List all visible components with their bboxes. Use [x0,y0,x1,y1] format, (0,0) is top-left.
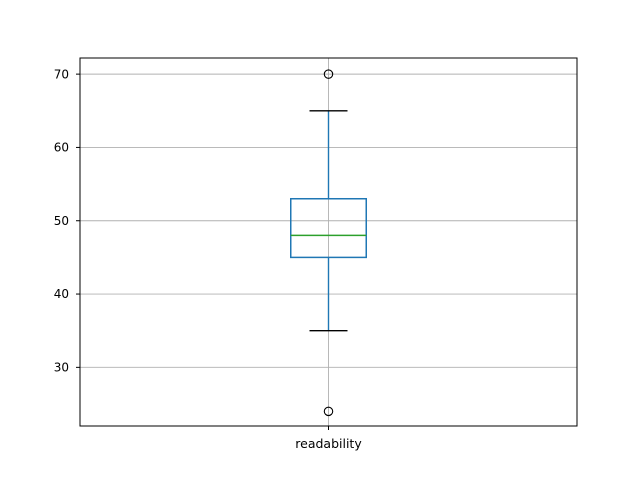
x-tick-label: readability [295,436,362,451]
y-tick-label: 70 [54,67,69,81]
y-tick-label: 50 [54,214,69,228]
y-tick-label: 60 [54,141,69,155]
iqr-box [290,197,367,259]
y-tick-label: 30 [54,361,69,375]
y-tick-label: 40 [54,287,69,301]
flier-marker [323,69,334,79]
flier-marker [323,406,334,417]
